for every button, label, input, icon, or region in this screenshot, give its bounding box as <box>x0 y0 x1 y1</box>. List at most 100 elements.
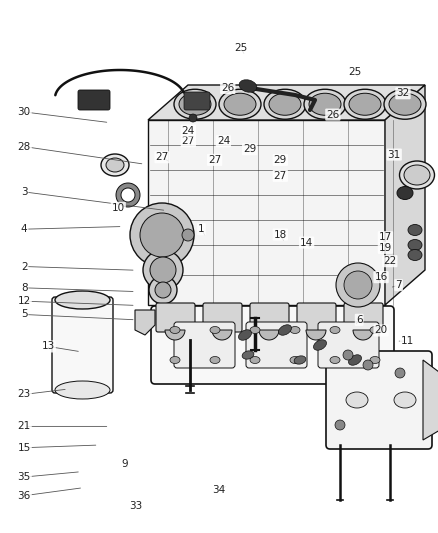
FancyBboxPatch shape <box>250 303 289 332</box>
Text: 18: 18 <box>274 230 287 239</box>
Ellipse shape <box>106 158 124 172</box>
Circle shape <box>155 282 171 298</box>
FancyBboxPatch shape <box>78 90 110 110</box>
Text: 9: 9 <box>121 459 128 469</box>
Ellipse shape <box>394 392 416 408</box>
Text: 36: 36 <box>18 491 31 500</box>
Circle shape <box>335 420 345 430</box>
Text: 27: 27 <box>155 152 169 162</box>
Text: 11: 11 <box>401 336 414 346</box>
Ellipse shape <box>408 249 422 261</box>
Ellipse shape <box>55 291 110 309</box>
Polygon shape <box>148 120 385 305</box>
Ellipse shape <box>290 357 300 364</box>
FancyBboxPatch shape <box>184 92 210 110</box>
Wedge shape <box>306 330 326 340</box>
Text: 14: 14 <box>300 238 313 247</box>
Text: 2: 2 <box>21 262 28 271</box>
FancyBboxPatch shape <box>203 303 242 332</box>
Ellipse shape <box>370 327 380 334</box>
Text: 24: 24 <box>217 136 230 146</box>
FancyBboxPatch shape <box>297 303 336 332</box>
Ellipse shape <box>314 340 326 350</box>
Ellipse shape <box>370 357 380 364</box>
Text: 25: 25 <box>348 67 361 77</box>
Ellipse shape <box>210 357 220 364</box>
Text: 35: 35 <box>18 472 31 482</box>
Text: 16: 16 <box>374 272 388 282</box>
Wedge shape <box>165 330 185 340</box>
FancyBboxPatch shape <box>52 297 113 393</box>
Ellipse shape <box>330 357 340 364</box>
Text: 6: 6 <box>356 315 363 325</box>
Ellipse shape <box>170 357 180 364</box>
Ellipse shape <box>397 187 413 199</box>
Circle shape <box>363 360 373 370</box>
Wedge shape <box>259 330 279 340</box>
FancyBboxPatch shape <box>326 351 432 449</box>
Ellipse shape <box>349 355 361 365</box>
Text: 32: 32 <box>396 88 410 98</box>
Ellipse shape <box>179 93 211 115</box>
Circle shape <box>189 114 197 122</box>
Text: 8: 8 <box>21 283 28 293</box>
Text: 21: 21 <box>18 422 31 431</box>
FancyBboxPatch shape <box>156 303 195 332</box>
Circle shape <box>143 250 183 290</box>
Wedge shape <box>212 330 232 340</box>
Circle shape <box>182 229 194 241</box>
Ellipse shape <box>239 80 257 92</box>
Text: 25: 25 <box>234 43 247 53</box>
Ellipse shape <box>239 330 251 340</box>
Text: 13: 13 <box>42 342 55 351</box>
Ellipse shape <box>404 165 430 185</box>
Ellipse shape <box>399 161 434 189</box>
Circle shape <box>140 213 184 257</box>
Text: 30: 30 <box>18 107 31 117</box>
Ellipse shape <box>170 327 180 334</box>
Text: 19: 19 <box>379 243 392 253</box>
Circle shape <box>395 368 405 378</box>
Text: 27: 27 <box>208 155 221 165</box>
Text: 3: 3 <box>21 187 28 197</box>
Ellipse shape <box>344 89 386 119</box>
Text: 20: 20 <box>374 326 388 335</box>
Ellipse shape <box>55 381 110 399</box>
Circle shape <box>130 203 194 267</box>
Text: 34: 34 <box>212 486 226 495</box>
Ellipse shape <box>346 392 368 408</box>
Ellipse shape <box>264 89 306 119</box>
Polygon shape <box>385 85 425 305</box>
Polygon shape <box>423 360 438 440</box>
Text: 15: 15 <box>18 443 31 453</box>
Ellipse shape <box>269 93 301 115</box>
Ellipse shape <box>349 93 381 115</box>
Text: 17: 17 <box>379 232 392 242</box>
Text: 29: 29 <box>274 155 287 165</box>
Ellipse shape <box>304 89 346 119</box>
Text: 26: 26 <box>221 83 234 93</box>
Polygon shape <box>148 85 425 120</box>
Text: 26: 26 <box>326 110 339 119</box>
Ellipse shape <box>279 325 291 335</box>
Text: 33: 33 <box>129 502 142 511</box>
Ellipse shape <box>250 357 260 364</box>
Text: 27: 27 <box>274 171 287 181</box>
FancyBboxPatch shape <box>318 322 379 368</box>
Ellipse shape <box>389 93 421 115</box>
Text: 31: 31 <box>388 150 401 159</box>
Ellipse shape <box>290 327 300 334</box>
Circle shape <box>149 276 177 304</box>
Text: 5: 5 <box>21 310 28 319</box>
Text: 7: 7 <box>395 280 402 290</box>
Ellipse shape <box>330 327 340 334</box>
FancyBboxPatch shape <box>151 306 394 384</box>
Ellipse shape <box>174 89 216 119</box>
Text: 27: 27 <box>182 136 195 146</box>
Text: 23: 23 <box>18 390 31 399</box>
Ellipse shape <box>250 327 260 334</box>
Ellipse shape <box>294 356 306 364</box>
Text: 29: 29 <box>243 144 256 154</box>
Text: 28: 28 <box>18 142 31 151</box>
Ellipse shape <box>101 154 129 176</box>
